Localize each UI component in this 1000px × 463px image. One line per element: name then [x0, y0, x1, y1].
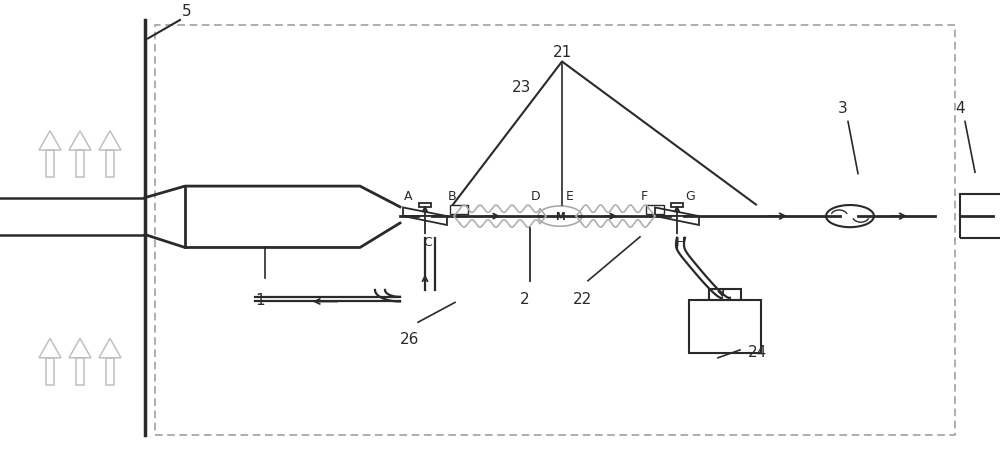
Bar [671, 204, 683, 208]
Bar [960, 195, 1000, 238]
Bar [646, 206, 664, 214]
Text: B: B [448, 190, 456, 203]
Text: 1: 1 [255, 293, 265, 307]
Polygon shape [403, 217, 447, 225]
Text: D: D [531, 190, 541, 203]
Text: 26: 26 [400, 332, 420, 347]
Bar [419, 204, 431, 208]
Circle shape [826, 206, 874, 228]
Polygon shape [655, 208, 699, 217]
Bar [689, 300, 761, 353]
Bar [709, 289, 741, 300]
Text: M: M [555, 212, 565, 222]
Text: E: E [566, 190, 574, 203]
Text: 24: 24 [748, 344, 767, 359]
Text: 22: 22 [573, 291, 593, 306]
Bar [450, 206, 468, 214]
Text: C: C [424, 236, 432, 249]
Text: F: F [640, 190, 648, 203]
Bar [155, 25, 955, 435]
Text: 21: 21 [552, 45, 572, 60]
Text: 4: 4 [955, 100, 965, 115]
Text: 23: 23 [512, 80, 532, 94]
Polygon shape [655, 217, 699, 225]
Polygon shape [403, 208, 447, 217]
Text: A: A [404, 190, 412, 203]
Text: 2: 2 [520, 292, 530, 307]
Text: 5: 5 [182, 4, 192, 19]
Circle shape [538, 206, 582, 227]
Text: G: G [685, 190, 695, 203]
Text: 3: 3 [838, 100, 848, 115]
Text: H: H [675, 235, 685, 248]
